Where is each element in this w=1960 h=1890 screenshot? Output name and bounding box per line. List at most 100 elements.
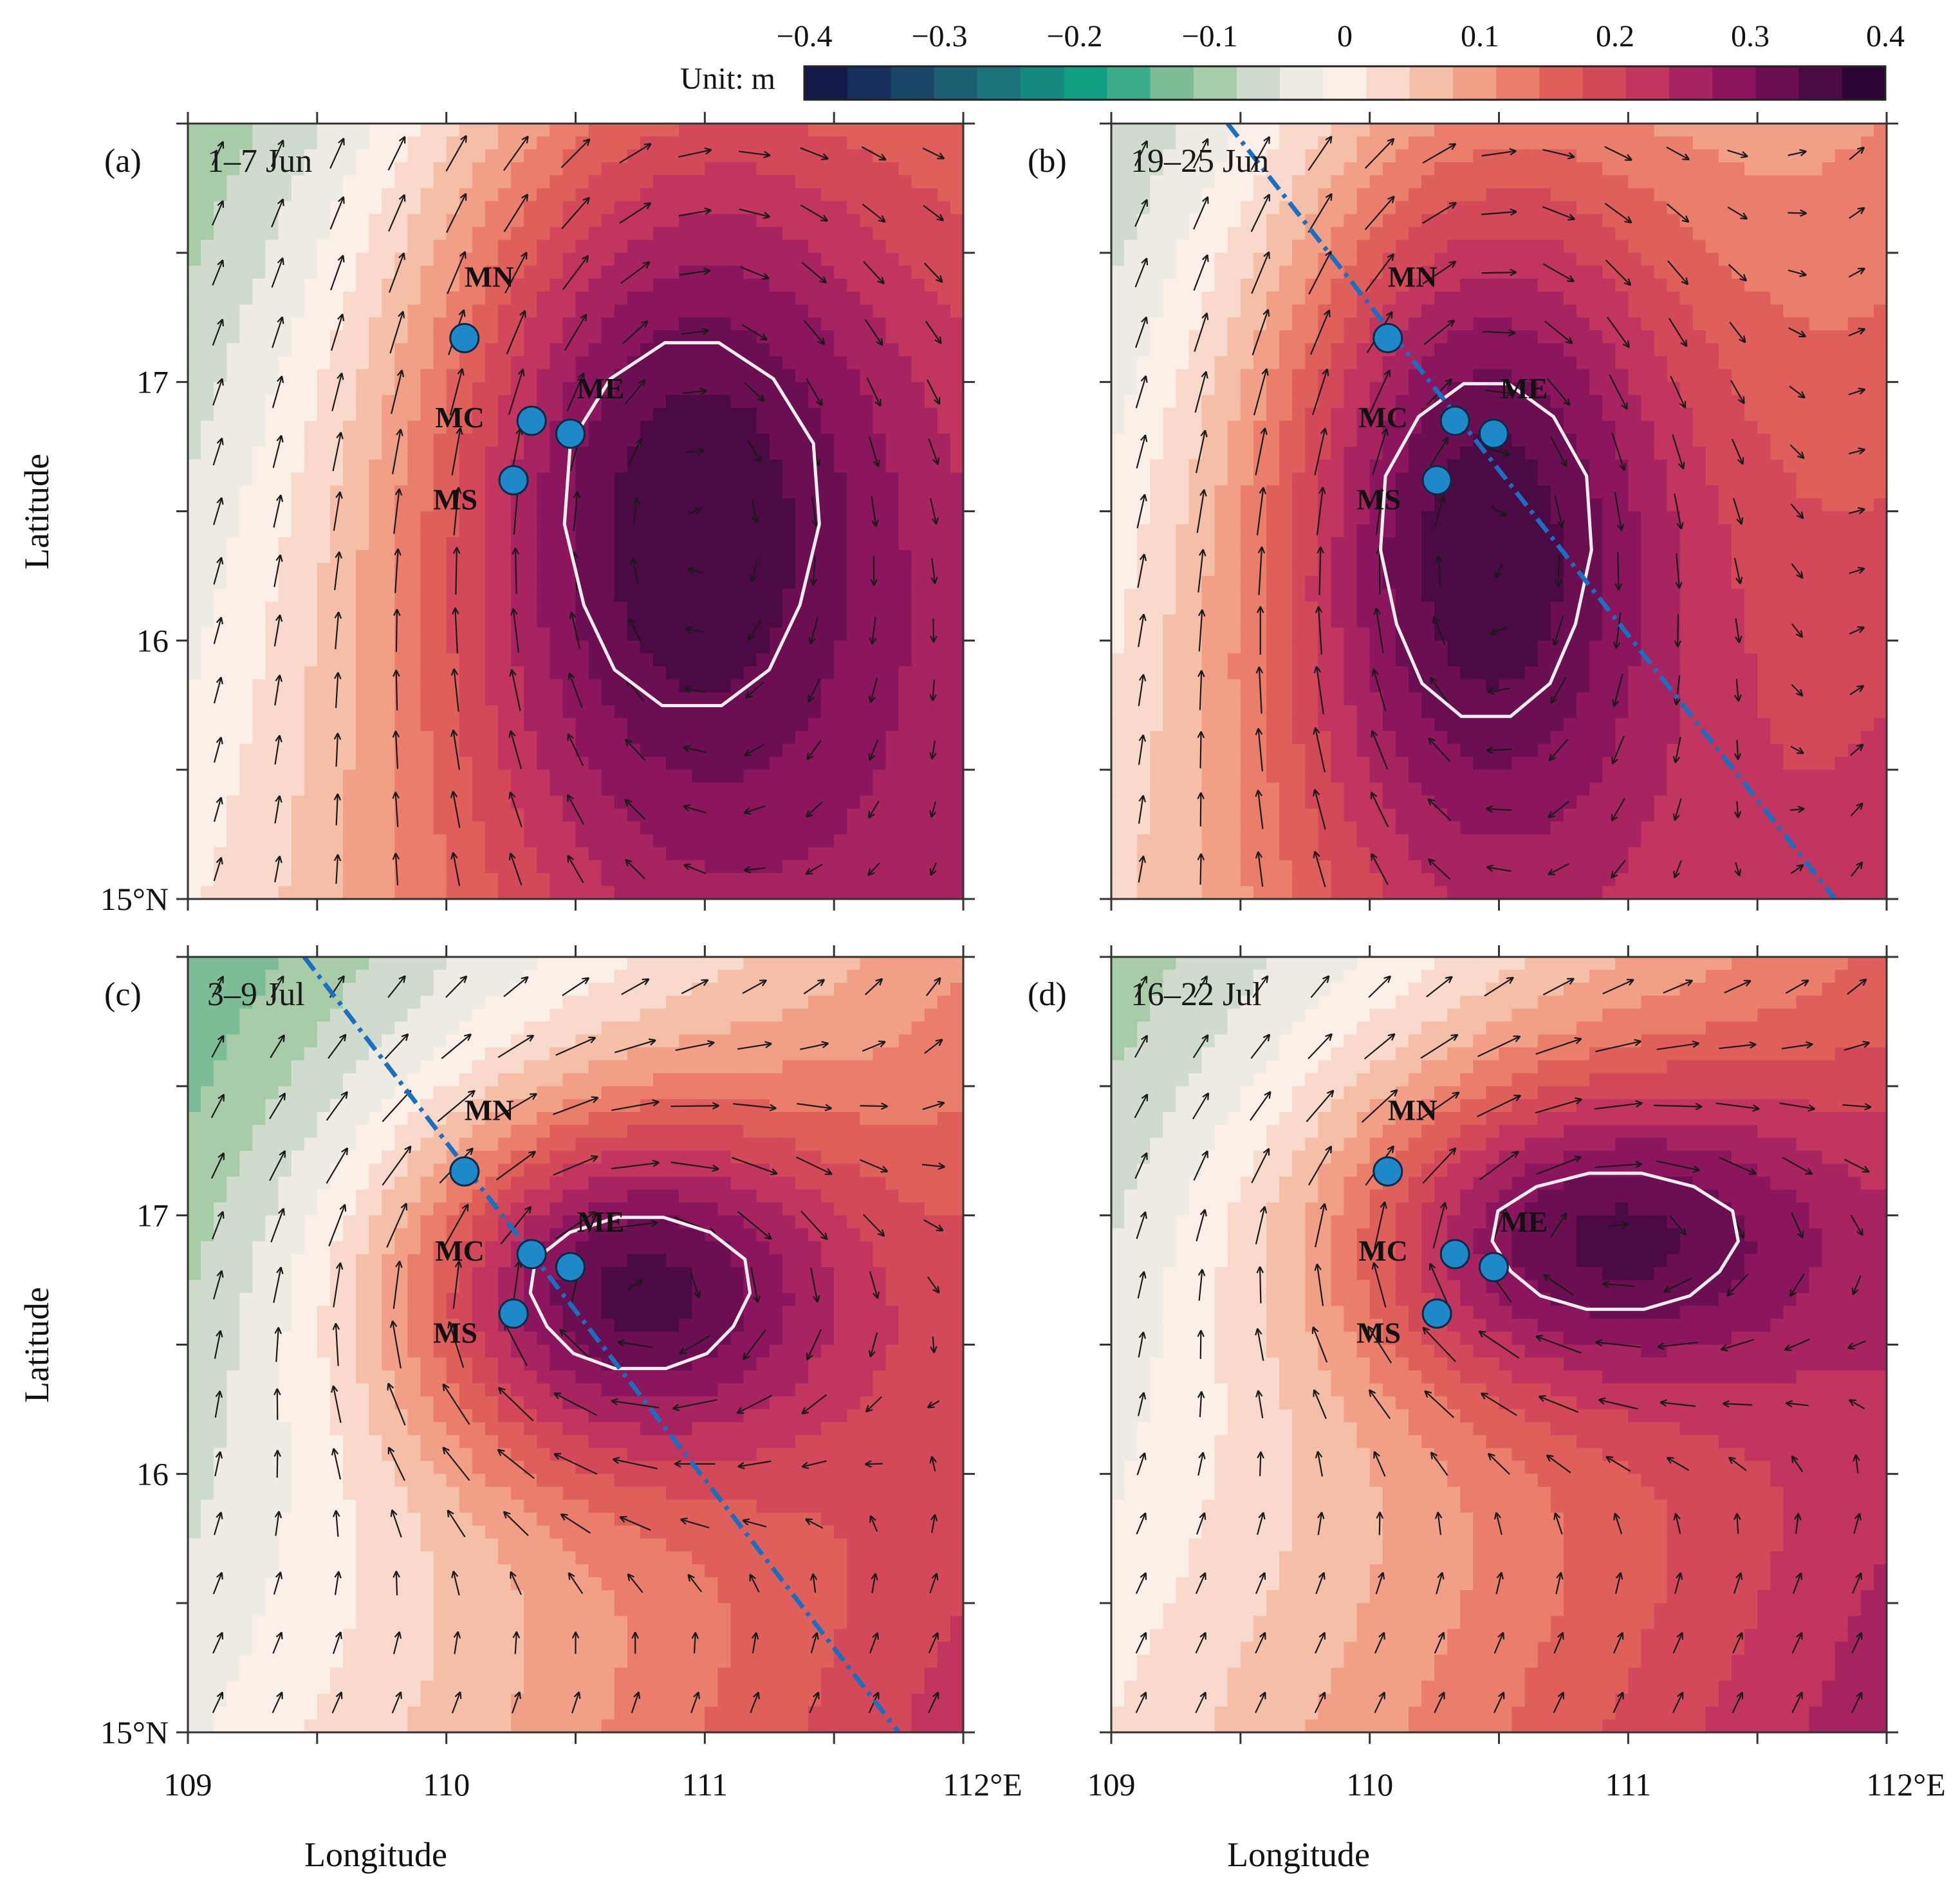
ssh-cell	[1137, 175, 1151, 189]
ssh-cell	[278, 149, 292, 163]
ssh-cell	[550, 537, 564, 551]
ssh-cell	[782, 692, 796, 706]
ssh-cell	[485, 847, 499, 861]
ssh-cell	[304, 485, 318, 499]
ssh-cell	[459, 679, 473, 693]
ssh-cell	[524, 537, 538, 551]
ssh-cell	[1227, 860, 1241, 874]
ssh-cell	[860, 124, 874, 137]
ssh-cell	[1188, 705, 1203, 719]
ssh-cell	[847, 718, 861, 732]
ssh-cell	[666, 149, 680, 163]
ssh-cell	[640, 175, 654, 189]
ssh-cell	[743, 847, 757, 861]
ssh-cell	[201, 873, 214, 887]
ssh-cell	[1111, 459, 1125, 474]
ssh-cell	[911, 679, 925, 693]
ssh-cell	[1253, 873, 1267, 887]
ssh-cell	[201, 279, 214, 292]
ssh-cell	[860, 770, 874, 784]
ssh-cell	[640, 602, 654, 615]
ssh-cell	[1331, 447, 1345, 460]
ssh-cell	[356, 730, 369, 745]
ssh-cell	[317, 343, 331, 357]
ssh-cell	[1214, 627, 1228, 642]
ssh-cell	[1305, 808, 1319, 822]
ssh-cell	[795, 885, 809, 899]
ssh-cell	[1240, 304, 1254, 319]
ssh-cell	[808, 718, 822, 732]
ssh-cell	[459, 860, 473, 874]
ssh-cell	[1331, 679, 1345, 693]
ssh-cell	[472, 304, 486, 319]
ssh-cell	[1240, 330, 1254, 344]
current-arrow	[273, 494, 284, 528]
ssh-cell	[420, 718, 434, 732]
ssh-cell	[769, 795, 783, 810]
ssh-cell	[562, 136, 577, 150]
ssh-cell	[782, 511, 796, 525]
ssh-cell	[459, 407, 473, 422]
ssh-cell	[252, 136, 266, 150]
ssh-cell	[1344, 860, 1358, 874]
ssh-cell	[188, 369, 201, 383]
ssh-cell	[756, 124, 770, 137]
ssh-cell	[537, 162, 551, 176]
ssh-cell	[407, 292, 421, 305]
ssh-cell	[834, 227, 848, 241]
ssh-cell	[1279, 589, 1293, 602]
ssh-cell	[950, 575, 963, 589]
ssh-cell	[1292, 511, 1306, 525]
ssh-cell	[743, 498, 757, 512]
ssh-cell	[1305, 136, 1319, 150]
ssh-cell	[188, 214, 201, 228]
ssh-cell	[911, 394, 925, 409]
ssh-cell	[407, 124, 421, 137]
ssh-cell	[214, 705, 228, 719]
ssh-cell	[343, 602, 356, 615]
ssh-cell	[1201, 602, 1216, 615]
ssh-cell	[188, 124, 201, 137]
ssh-cell	[911, 873, 925, 887]
ssh-cell	[885, 692, 900, 706]
ssh-cell	[188, 653, 201, 667]
ssh-cell	[1253, 472, 1267, 486]
ssh-cell	[188, 252, 201, 266]
ssh-cell	[692, 188, 706, 202]
ssh-cell	[1150, 834, 1164, 848]
ssh-cell	[1240, 834, 1254, 848]
ssh-cell	[627, 124, 641, 137]
ssh-cell	[227, 537, 241, 551]
ssh-cell	[730, 770, 744, 784]
ssh-cell	[692, 511, 706, 525]
ssh-cell	[692, 602, 706, 615]
ssh-cell	[860, 550, 874, 564]
ssh-cell	[1201, 795, 1216, 810]
ssh-cell	[524, 343, 538, 357]
ssh-cell	[562, 292, 577, 305]
ssh-cell	[588, 575, 602, 589]
ssh-cell	[821, 808, 835, 822]
ssh-cell	[278, 252, 292, 266]
ssh-cell	[1279, 330, 1293, 344]
ssh-cell	[239, 498, 254, 512]
ssh-cell	[834, 847, 848, 861]
current-arrow	[628, 618, 642, 644]
ssh-cell	[459, 382, 473, 396]
ssh-cell	[446, 821, 460, 835]
ssh-cell	[537, 252, 551, 266]
ssh-cell	[498, 292, 512, 305]
ssh-cell	[291, 382, 305, 396]
ssh-cell	[265, 162, 279, 176]
ssh-cell	[498, 239, 512, 254]
ssh-cell	[239, 679, 254, 693]
ssh-cell	[1188, 447, 1203, 460]
ssh-cell	[782, 162, 796, 176]
ssh-cell	[304, 304, 318, 319]
ssh-cell	[304, 447, 318, 460]
ssh-cell	[1266, 356, 1280, 370]
ssh-cell	[640, 447, 654, 460]
ssh-cell	[433, 744, 447, 757]
ssh-cell	[1176, 498, 1190, 512]
ssh-cell	[1188, 124, 1203, 137]
